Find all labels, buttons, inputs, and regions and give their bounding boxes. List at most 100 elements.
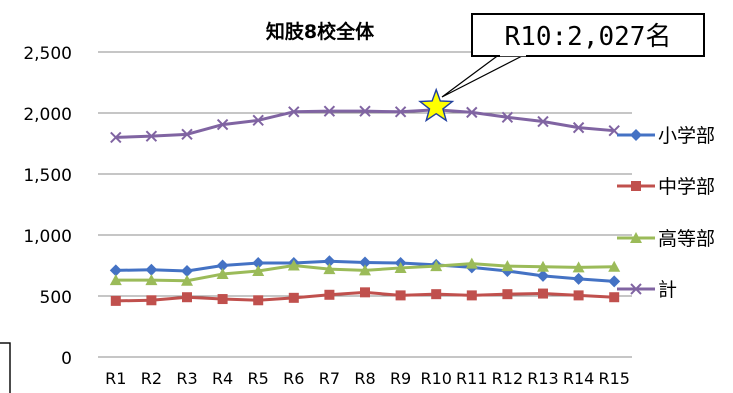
data-point bbox=[109, 274, 122, 286]
star-icon bbox=[418, 87, 455, 123]
y-axis: 0 500 1,000 1,500 2,000 2,500 bbox=[23, 44, 72, 369]
data-point bbox=[395, 290, 406, 301]
x-tick-label: R4 bbox=[212, 369, 233, 388]
data-point bbox=[323, 255, 336, 268]
data-point bbox=[288, 106, 300, 118]
y-tick-label: 0 bbox=[61, 349, 72, 369]
data-point bbox=[359, 264, 371, 276]
x-tick-label: R14 bbox=[563, 369, 594, 388]
x-tick-label: R8 bbox=[354, 369, 375, 388]
data-point bbox=[181, 264, 193, 277]
x-tick-label: R6 bbox=[283, 369, 304, 388]
x-tick-label: R7 bbox=[319, 369, 340, 388]
legend-marker bbox=[630, 283, 642, 295]
chart-title: 知肢8校全体 bbox=[266, 20, 375, 43]
data-point bbox=[538, 288, 548, 299]
data-point bbox=[181, 128, 193, 141]
data-point bbox=[216, 259, 229, 272]
data-point bbox=[110, 295, 121, 306]
legend-marker bbox=[630, 232, 642, 243]
data-point bbox=[608, 275, 621, 288]
data-point bbox=[360, 287, 370, 298]
data-point bbox=[502, 289, 513, 300]
series-2 bbox=[110, 287, 620, 306]
data-point bbox=[217, 294, 228, 305]
data-point bbox=[145, 130, 158, 142]
data-point bbox=[323, 105, 336, 117]
data-point bbox=[537, 269, 549, 282]
data-point bbox=[608, 260, 621, 272]
data-point bbox=[430, 260, 443, 272]
series-lines bbox=[109, 103, 621, 306]
data-point bbox=[145, 274, 158, 286]
series-4 bbox=[110, 103, 620, 144]
data-point bbox=[572, 272, 585, 285]
data-point bbox=[252, 114, 264, 127]
data-point bbox=[572, 261, 585, 273]
data-point bbox=[394, 261, 407, 273]
annotation: R10:2,027名 bbox=[418, 13, 705, 123]
x-tick-label: R11 bbox=[456, 369, 487, 388]
legend-label: 中学部 bbox=[658, 176, 715, 198]
data-point bbox=[359, 256, 371, 269]
data-point bbox=[287, 259, 300, 271]
data-point bbox=[501, 260, 514, 272]
data-point bbox=[466, 106, 478, 119]
x-tick-label: R3 bbox=[176, 369, 197, 388]
data-point bbox=[537, 115, 549, 128]
data-point bbox=[146, 295, 157, 306]
data-point bbox=[573, 290, 584, 301]
x-tick-label: R10 bbox=[420, 369, 451, 388]
legend-label: 高等部 bbox=[658, 228, 715, 250]
data-point bbox=[181, 274, 193, 286]
data-point bbox=[359, 105, 371, 117]
x-tick-label: R12 bbox=[492, 369, 523, 388]
data-point bbox=[109, 264, 122, 277]
series-3 bbox=[109, 257, 621, 286]
data-point bbox=[323, 263, 336, 275]
callout-text: R10:2,027名 bbox=[505, 22, 672, 52]
x-tick-label: R2 bbox=[141, 369, 162, 388]
x-tick-label: R1 bbox=[105, 369, 126, 388]
data-point bbox=[110, 131, 122, 144]
legend-item: 高等部 bbox=[617, 228, 715, 250]
legend-marker bbox=[630, 129, 642, 141]
data-point bbox=[466, 290, 477, 301]
stray-frame bbox=[0, 342, 11, 393]
legend-marker bbox=[631, 181, 641, 191]
x-tick-label: R13 bbox=[527, 369, 558, 388]
data-point bbox=[394, 106, 407, 118]
data-point bbox=[537, 260, 549, 272]
data-point bbox=[324, 289, 335, 300]
data-point bbox=[182, 292, 192, 303]
legend-label: 計 bbox=[658, 279, 677, 301]
data-point bbox=[252, 257, 265, 270]
y-tick-label: 2,500 bbox=[23, 44, 72, 64]
legend-item: 小学部 bbox=[617, 125, 715, 147]
x-tick-label: R5 bbox=[248, 369, 269, 388]
data-point bbox=[465, 257, 478, 269]
data-point bbox=[216, 118, 229, 131]
data-point bbox=[572, 121, 585, 134]
data-point bbox=[288, 292, 299, 303]
x-tick-label: R9 bbox=[390, 369, 411, 388]
legend-label: 小学部 bbox=[658, 125, 715, 147]
y-tick-label: 1,500 bbox=[23, 166, 72, 186]
legend-item: 中学部 bbox=[617, 176, 715, 198]
data-point bbox=[501, 111, 514, 123]
data-point bbox=[609, 292, 620, 303]
y-tick-label: 1,000 bbox=[23, 227, 72, 247]
legend-item: 計 bbox=[617, 279, 677, 301]
x-axis: R1 R2 R3 R4 R5 R6 R7 R8 R9 R10 R11 R12 R13 R14 R15 bbox=[105, 369, 630, 388]
y-tick-label: 2,000 bbox=[23, 105, 72, 125]
y-tick-label: 500 bbox=[40, 288, 72, 308]
data-point bbox=[252, 264, 265, 276]
x-tick-label: R15 bbox=[598, 369, 629, 388]
data-point bbox=[145, 263, 158, 276]
callout-box bbox=[471, 13, 705, 57]
data-point bbox=[216, 268, 229, 280]
data-point bbox=[431, 289, 442, 300]
